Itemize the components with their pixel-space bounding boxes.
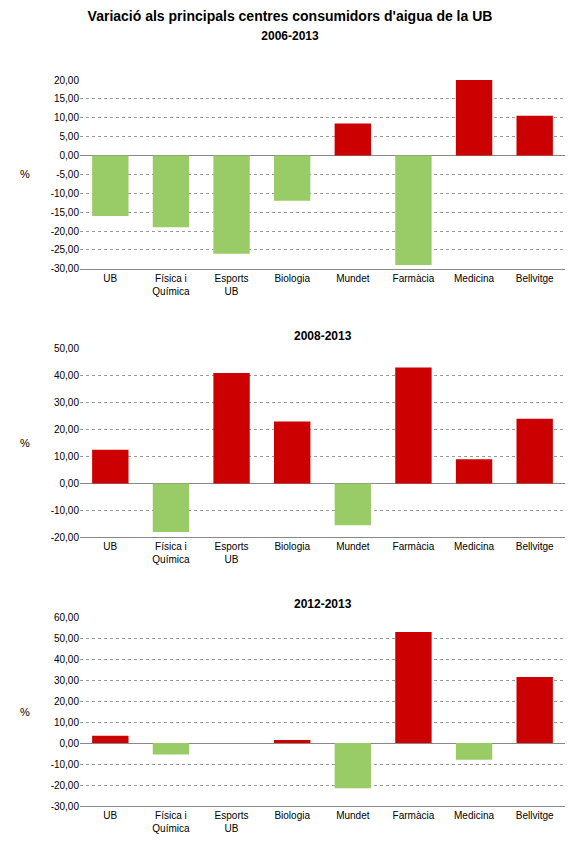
svg-text:50,00: 50,00 — [54, 343, 79, 354]
svg-text:20,00: 20,00 — [54, 75, 79, 86]
svg-text:10,00: 10,00 — [54, 112, 79, 123]
svg-text:50,00: 50,00 — [54, 633, 79, 644]
svg-text:0,00: 0,00 — [60, 478, 80, 489]
svg-text:Variació als principals centre: Variació als principals centres consumid… — [88, 8, 493, 42]
svg-text:Medicina: Medicina — [454, 541, 494, 552]
svg-text:UB: UB — [103, 810, 117, 821]
svg-text:Biologia: Biologia — [274, 541, 310, 552]
svg-text:10,00: 10,00 — [54, 451, 79, 462]
svg-text:-25,00: -25,00 — [51, 244, 80, 255]
svg-text:Farmàcia: Farmàcia — [393, 541, 435, 552]
svg-text:EsportsUB: EsportsUB — [215, 273, 249, 297]
svg-text:Bellvitge: Bellvitge — [516, 273, 554, 284]
svg-text:-15,00: -15,00 — [51, 207, 80, 218]
svg-text:Mundet: Mundet — [336, 541, 370, 552]
svg-text:Física iQuímica: Física iQuímica — [152, 541, 190, 565]
svg-text:-20,00: -20,00 — [51, 780, 80, 791]
svg-text:20,00: 20,00 — [54, 696, 79, 707]
svg-text:2008-2013: 2008-2013 — [294, 329, 352, 343]
svg-text:-30,00: -30,00 — [51, 263, 80, 274]
svg-text:Farmàcia: Farmàcia — [393, 810, 435, 821]
svg-text:Biologia: Biologia — [274, 273, 310, 284]
svg-text:Mundet: Mundet — [336, 810, 370, 821]
svg-text:Mundet: Mundet — [336, 273, 370, 284]
svg-text:Farmàcia: Farmàcia — [393, 273, 435, 284]
svg-text:15,00: 15,00 — [54, 93, 79, 104]
svg-text:-30,00: -30,00 — [51, 801, 80, 812]
svg-text:0,00: 0,00 — [60, 738, 80, 749]
svg-text:-20,00: -20,00 — [51, 226, 80, 237]
svg-text:Medicina: Medicina — [454, 273, 494, 284]
svg-text:UB: UB — [103, 273, 117, 284]
svg-text:0,00: 0,00 — [60, 150, 80, 161]
svg-text:30,00: 30,00 — [54, 397, 79, 408]
svg-text:Bellvitge: Bellvitge — [516, 541, 554, 552]
svg-text:-10,00: -10,00 — [51, 188, 80, 199]
svg-text:40,00: 40,00 — [54, 370, 79, 381]
svg-text:UB: UB — [103, 541, 117, 552]
svg-text:-20,00: -20,00 — [51, 532, 80, 543]
svg-text:%: % — [20, 168, 30, 180]
svg-text:-10,00: -10,00 — [51, 505, 80, 516]
svg-text:5,00: 5,00 — [60, 131, 80, 142]
svg-text:%: % — [20, 437, 30, 449]
svg-text:-5,00: -5,00 — [56, 169, 79, 180]
svg-text:2012-2013: 2012-2013 — [294, 597, 352, 611]
svg-text:%: % — [20, 706, 30, 718]
svg-text:Bellvitge: Bellvitge — [516, 810, 554, 821]
svg-text:Medicina: Medicina — [454, 810, 494, 821]
svg-text:Biologia: Biologia — [274, 810, 310, 821]
svg-text:10,00: 10,00 — [54, 717, 79, 728]
svg-text:-10,00: -10,00 — [51, 759, 80, 770]
svg-text:Física iQuímica: Física iQuímica — [152, 810, 190, 834]
svg-text:60,00: 60,00 — [54, 612, 79, 623]
svg-text:20,00: 20,00 — [54, 424, 79, 435]
svg-text:EsportsUB: EsportsUB — [215, 810, 249, 834]
svg-text:EsportsUB: EsportsUB — [215, 541, 249, 565]
svg-text:40,00: 40,00 — [54, 654, 79, 665]
svg-text:30,00: 30,00 — [54, 675, 79, 686]
svg-text:Física iQuímica: Física iQuímica — [152, 273, 190, 297]
